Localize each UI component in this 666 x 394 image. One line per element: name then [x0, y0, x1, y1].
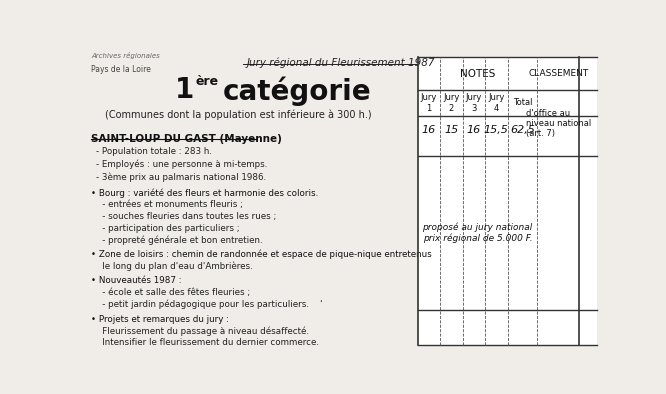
Text: - 3ème prix au palmaris national 1986.: - 3ème prix au palmaris national 1986. [96, 173, 266, 182]
Text: Total: Total [513, 98, 532, 108]
Text: - entrées et monuments fleuris ;: - entrées et monuments fleuris ; [93, 201, 242, 210]
Text: - Employés : une personne à mi-temps.: - Employés : une personne à mi-temps. [96, 160, 268, 169]
Text: • Zone de loisirs : chemin de randonnée et espace de pique-nique entretenus: • Zone de loisirs : chemin de randonnée … [91, 250, 432, 259]
Text: 16: 16 [467, 125, 481, 135]
Text: • Nouveautés 1987 :: • Nouveautés 1987 : [91, 276, 182, 285]
Text: ère: ère [196, 74, 219, 87]
Text: d'office au
niveau national
(art. 7): d'office au niveau national (art. 7) [525, 108, 591, 138]
Text: Intensifier le fleurissement du dernier commerce.: Intensifier le fleurissement du dernier … [93, 338, 318, 347]
Text: - propreté générale et bon entretien.: - propreté générale et bon entretien. [93, 235, 262, 245]
Text: (Communes dont la population est inférieure à 300 h.): (Communes dont la population est inférie… [105, 110, 372, 120]
Text: 15,5: 15,5 [484, 125, 509, 135]
Text: proposé au jury national
prix régional de 5.000 F.: proposé au jury national prix régional d… [422, 223, 533, 243]
Text: le long du plan d'eau d'Ambrières.: le long du plan d'eau d'Ambrières. [93, 262, 252, 271]
Text: 15: 15 [444, 125, 458, 135]
Text: • Bourg : variété des fleurs et harmonie des coloris.: • Bourg : variété des fleurs et harmonie… [91, 188, 318, 198]
Text: Jury régional du Fleurissement 1987: Jury régional du Fleurissement 1987 [247, 58, 436, 69]
Text: catégorie: catégorie [222, 76, 371, 106]
Text: Jury
4: Jury 4 [488, 93, 504, 113]
Text: - Population totale : 283 h.: - Population totale : 283 h. [96, 147, 212, 156]
Text: Jury
2: Jury 2 [443, 93, 460, 113]
Text: - école et salle des fêtes fleuries ;: - école et salle des fêtes fleuries ; [93, 288, 250, 297]
Text: Jury
1: Jury 1 [421, 93, 437, 113]
Text: CLASSEMENT: CLASSEMENT [528, 69, 588, 78]
Bar [418, 57, 597, 345]
Text: Jury
3: Jury 3 [466, 93, 482, 113]
Text: - souches fleuries dans toutes les rues ;: - souches fleuries dans toutes les rues … [93, 212, 276, 221]
Text: Pays de la Loire: Pays de la Loire [91, 65, 151, 74]
Text: 62,5: 62,5 [510, 125, 535, 135]
Text: • Projets et remarques du jury :: • Projets et remarques du jury : [91, 314, 229, 323]
Text: NOTES: NOTES [460, 69, 495, 79]
Text: SAINT-LOUP DU GAST (Mayenne): SAINT-LOUP DU GAST (Mayenne) [91, 134, 282, 144]
Text: - participation des particuliers ;: - participation des particuliers ; [93, 223, 239, 232]
Text: - petit jardin pédagogique pour les particuliers.    ': - petit jardin pédagogique pour les part… [93, 300, 322, 310]
Text: 16: 16 [422, 125, 436, 135]
Text: Archives régionales: Archives régionales [91, 52, 160, 59]
Text: 1: 1 [175, 76, 194, 104]
Text: Fleurissement du passage à niveau désaffecté.: Fleurissement du passage à niveau désaff… [93, 327, 308, 336]
